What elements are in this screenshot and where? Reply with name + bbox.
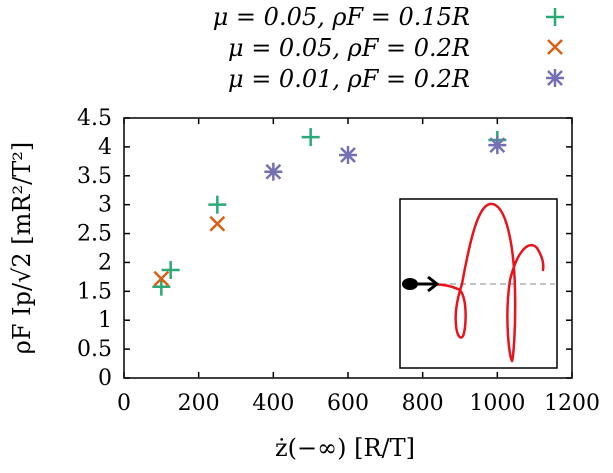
data-point-series-2	[488, 136, 507, 155]
y-tick-label: 4.5	[77, 106, 112, 131]
x-axis-title: ż(−∞) [R/T]	[275, 434, 415, 462]
x-tick-label: 200	[178, 391, 220, 416]
x-tick-label: 600	[327, 391, 369, 416]
legend-label-2: μ = 0.01, ρF = 0.2R	[228, 65, 470, 93]
legend-label-1: μ = 0.05, ρF = 0.2R	[228, 34, 470, 62]
y-tick-label: 1	[98, 308, 112, 333]
inset-particle	[402, 278, 418, 290]
y-tick-label: 2	[98, 250, 112, 275]
data-point-series-0	[301, 128, 320, 147]
x-tick-label: 1000	[469, 391, 525, 416]
legend-marker-glyph-0	[546, 8, 564, 26]
data-point-series-0	[152, 277, 171, 296]
data-point-series-0	[161, 260, 180, 279]
inset-trajectory-diagram	[399, 198, 558, 369]
legend-marker-glyph-2	[546, 69, 564, 87]
y-tick-label: 4	[98, 135, 112, 160]
data-points	[152, 128, 507, 296]
data-point-series-1	[153, 270, 170, 287]
y-tick-label: 0.5	[77, 337, 112, 362]
data-point-series-0	[208, 195, 227, 214]
y-tick-label: 0	[98, 366, 112, 391]
data-point-series-2	[339, 145, 357, 164]
x-tick-label: 400	[252, 391, 294, 416]
y-axis: 0 0.5 1 1.5 2 2.5 3 3.5 4 4.5	[77, 106, 572, 391]
x-axis: 0 200 400 600 800 1000 1200	[117, 118, 600, 416]
legend: μ = 0.05, ρF = 0.15R μ = 0.05, ρF = 0.2R…	[213, 3, 564, 93]
y-tick-label: 3.5	[77, 164, 112, 189]
y-tick-label: 1.5	[77, 279, 112, 304]
y-tick-label: 2.5	[77, 222, 112, 247]
legend-marker-0	[546, 8, 564, 26]
y-axis-title: ρF Ip/√2 [mR²/T²]	[8, 142, 36, 354]
data-point-series-2	[264, 162, 283, 181]
legend-marker-glyph-1	[547, 39, 563, 55]
legend-marker-1	[547, 39, 563, 55]
legend-label-0: μ = 0.05, ρF = 0.15R	[213, 3, 470, 31]
x-tick-label: 1200	[544, 391, 600, 416]
inset-trajectory-curve	[420, 202, 545, 363]
legend-marker-2	[546, 69, 564, 87]
x-tick-label: 0	[117, 391, 131, 416]
data-point-series-1	[209, 215, 226, 232]
y-tick-label: 3	[98, 193, 112, 218]
inset-arrow-head	[427, 275, 440, 293]
x-tick-label: 800	[402, 391, 444, 416]
